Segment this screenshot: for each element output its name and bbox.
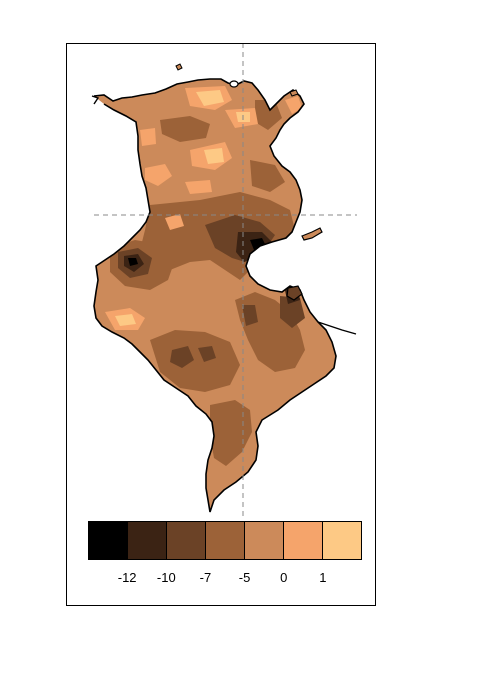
contour-patch-light xyxy=(140,128,156,146)
color-legend xyxy=(88,521,362,560)
contour-patch-lightest xyxy=(115,314,136,326)
legend-swatch xyxy=(323,522,361,559)
contour-patch-dark xyxy=(250,160,285,192)
island-small xyxy=(289,89,299,97)
contour-patch-dark xyxy=(255,100,282,130)
contour-patch-light xyxy=(165,214,184,230)
contour-patch-dark xyxy=(210,400,252,466)
island-djerba xyxy=(286,285,303,301)
contour-patch-darker xyxy=(242,305,258,326)
contour-patch-black xyxy=(128,258,138,266)
contour-patch-lightest xyxy=(204,148,224,164)
legend-swatch xyxy=(128,522,167,559)
legend-tick-label: 1 xyxy=(319,570,327,585)
country-outline xyxy=(93,78,337,513)
legend-swatch xyxy=(245,522,284,559)
contour-patch-darker xyxy=(170,346,194,368)
coastline-southeast xyxy=(317,321,357,335)
legend-swatch xyxy=(167,522,206,559)
lake xyxy=(229,80,239,88)
contour-patch-light xyxy=(185,180,212,194)
contour-patch-darker xyxy=(198,346,216,362)
coastline-west xyxy=(91,95,100,105)
legend-tick-label: 0 xyxy=(280,570,288,585)
contour-patch-darker xyxy=(280,296,305,328)
contour-patch-dark xyxy=(160,116,210,142)
legend-tick-label: -10 xyxy=(156,570,176,585)
legend-swatch xyxy=(284,522,323,559)
island-kerkennah xyxy=(301,227,323,241)
contour-patch-dark xyxy=(150,330,240,392)
legend-tick-label: -5 xyxy=(238,570,251,585)
legend-tick-label: -12 xyxy=(117,570,137,585)
legend-swatch xyxy=(206,522,245,559)
contour-layer xyxy=(105,86,305,466)
contour-patch-light xyxy=(145,164,172,186)
island-small xyxy=(175,63,183,71)
contour-patch-lightest xyxy=(196,90,224,106)
contour-patch-light xyxy=(285,96,302,114)
legend-swatch xyxy=(89,522,128,559)
legend-tick-label: -7 xyxy=(199,570,212,585)
